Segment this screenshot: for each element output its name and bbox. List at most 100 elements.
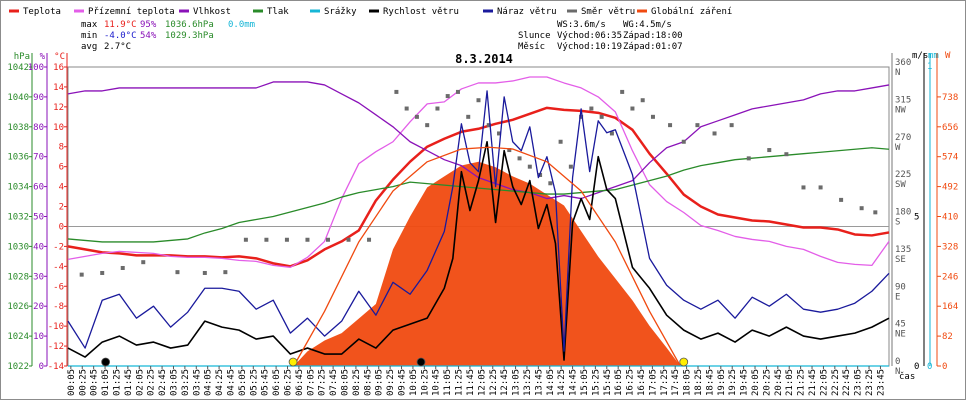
axis-tick-label-radiation: 738: [942, 93, 958, 103]
x-tick-label: 03:05: [169, 369, 179, 396]
wind-direction-point: [839, 197, 844, 202]
x-tick-label: 16:45: [637, 369, 647, 396]
wind-direction-point: [476, 98, 481, 103]
x-tick-label: 09:45: [398, 369, 408, 396]
wind-direction-point: [305, 237, 310, 242]
axis-tick-label-wind-dir: SE: [895, 255, 906, 265]
axis-tick-label-wind-dir: 45: [895, 320, 906, 330]
legend-label: Rychlost větru: [383, 7, 459, 17]
axis-tick-label-humidity: 100: [28, 63, 44, 73]
axis-tick-label-temperature: 8: [59, 143, 64, 153]
axis-tick-label-humidity: 60: [33, 183, 44, 193]
x-tick-label: 07:45: [329, 369, 339, 396]
x-tick-label: 07:25: [318, 369, 328, 396]
axis-tick-label-wind-speed: 5: [914, 213, 919, 223]
axis-tick-label-humidity: 80: [33, 123, 44, 133]
x-tick-label: 11:25: [455, 369, 465, 396]
wind-direction-point: [507, 148, 512, 153]
x-tick-label: 01:05: [101, 369, 111, 396]
x-tick-label: 05:25: [249, 369, 259, 396]
axis-tick-label-humidity: 10: [33, 332, 44, 342]
x-tick-label: 23:05: [854, 369, 864, 396]
stat-slunce: Slunce: [518, 31, 551, 41]
stat-avg-label: avg: [81, 42, 97, 52]
x-tick-label: 17:25: [660, 369, 670, 396]
x-tick-label: 15:25: [591, 369, 601, 396]
wind-direction-point: [404, 106, 409, 111]
stat-min-label: min: [81, 31, 97, 41]
axis-unit-radiation: W: [945, 51, 951, 61]
wind-direction-point: [818, 185, 823, 190]
x-tick-label: 23:25: [865, 369, 875, 396]
axis-tick-label-pressure: 1026: [7, 302, 29, 312]
x-tick-label: 06:25: [284, 369, 294, 396]
series-n-raz-v-tru: [67, 90, 890, 352]
x-tick-label: 01:45: [124, 369, 134, 396]
legend-label: Globální záření: [651, 7, 732, 17]
stat-mesic-vychod: Východ:10:19: [557, 42, 622, 52]
stat-max-press: 1036.6hPa: [165, 20, 214, 30]
x-tick-label: 12:45: [500, 369, 510, 396]
stat-max-hum: 95%: [140, 20, 157, 30]
wind-direction-point: [223, 270, 228, 275]
x-tick-label: 20:25: [762, 369, 772, 396]
x-tick-label: 16:05: [614, 369, 624, 396]
legend-label: Srážky: [324, 7, 357, 17]
x-tick-label: 03:45: [192, 369, 202, 396]
axis-tick-label-wind-dir: 90: [895, 282, 906, 292]
wind-direction-point: [175, 270, 180, 275]
x-tick-label: 08:45: [363, 369, 373, 396]
wind-direction-point: [486, 123, 491, 128]
axis-tick-label-wind-dir: S: [895, 218, 900, 228]
wind-direction-point: [650, 114, 655, 119]
series-teplota: [67, 106, 890, 268]
axis-tick-label-wind-dir: 135: [895, 245, 911, 255]
legend-label: Náraz větru: [497, 7, 557, 17]
chart-title: 8.3.2014: [455, 52, 513, 66]
x-tick-label: 14:45: [569, 369, 579, 396]
x-tick-label: 19:05: [717, 369, 727, 396]
x-tick-label: 14:05: [546, 369, 556, 396]
axis-tick-label-wind-dir: 315: [895, 95, 911, 105]
wind-direction-point: [558, 139, 563, 144]
marker-sunrise: [288, 357, 298, 367]
series-tlak: [67, 147, 890, 243]
wind-direction-point: [367, 237, 372, 242]
x-tick-label: 00:45: [90, 369, 100, 396]
axis-unit-pressure: hPa: [14, 52, 30, 62]
axis-tick-label-pressure: 1040: [7, 93, 29, 103]
axis-tick-label-humidity: 40: [33, 242, 44, 252]
wind-direction-point: [859, 206, 864, 211]
axis-tick-label-wind-dir: 225: [895, 170, 911, 180]
axis-tick-label-temperature: 0: [59, 222, 64, 232]
axis-tick-label-temperature: -2: [53, 242, 64, 252]
x-tick-label: 09:25: [386, 369, 396, 396]
wind-direction-point: [466, 114, 471, 119]
wind-direction-point: [579, 114, 584, 119]
sun-moon-markers: [101, 357, 689, 367]
axis-tick-label-radiation: 82: [942, 332, 953, 342]
x-tick-label: 08:05: [341, 369, 351, 396]
axis-tick-label-pressure: 1022: [7, 362, 29, 372]
axis-tick-label-temperature: 12: [53, 103, 64, 113]
x-tick-label: 12:05: [477, 369, 487, 396]
wind-direction-point: [284, 237, 289, 242]
stat-min-temp: -4.0°C: [104, 31, 137, 41]
x-tick-label: 13:45: [534, 369, 544, 396]
stat-avg-temp: 2.7°C: [104, 42, 131, 52]
axis-unit-temperature: °C: [54, 52, 65, 62]
wind-direction-point: [243, 237, 248, 242]
wind-direction-point: [141, 260, 146, 265]
stat-slunce-zapad: Západ:18:00: [623, 31, 683, 41]
axis-tick-label-radiation: 656: [942, 123, 958, 133]
axis-tick-label-humidity: 20: [33, 302, 44, 312]
axis-tick-label-wind-speed: 0: [914, 362, 919, 372]
wind-direction-point: [712, 131, 717, 136]
axis-tick-label-rain: 1: [927, 62, 932, 72]
x-tick-label: 21:05: [785, 369, 795, 396]
axis-tick-label-temperature: 4: [59, 183, 64, 193]
axis-tick-label-temperature: 14: [53, 83, 64, 93]
stat-wg: WG:4.5m/s: [623, 20, 672, 30]
